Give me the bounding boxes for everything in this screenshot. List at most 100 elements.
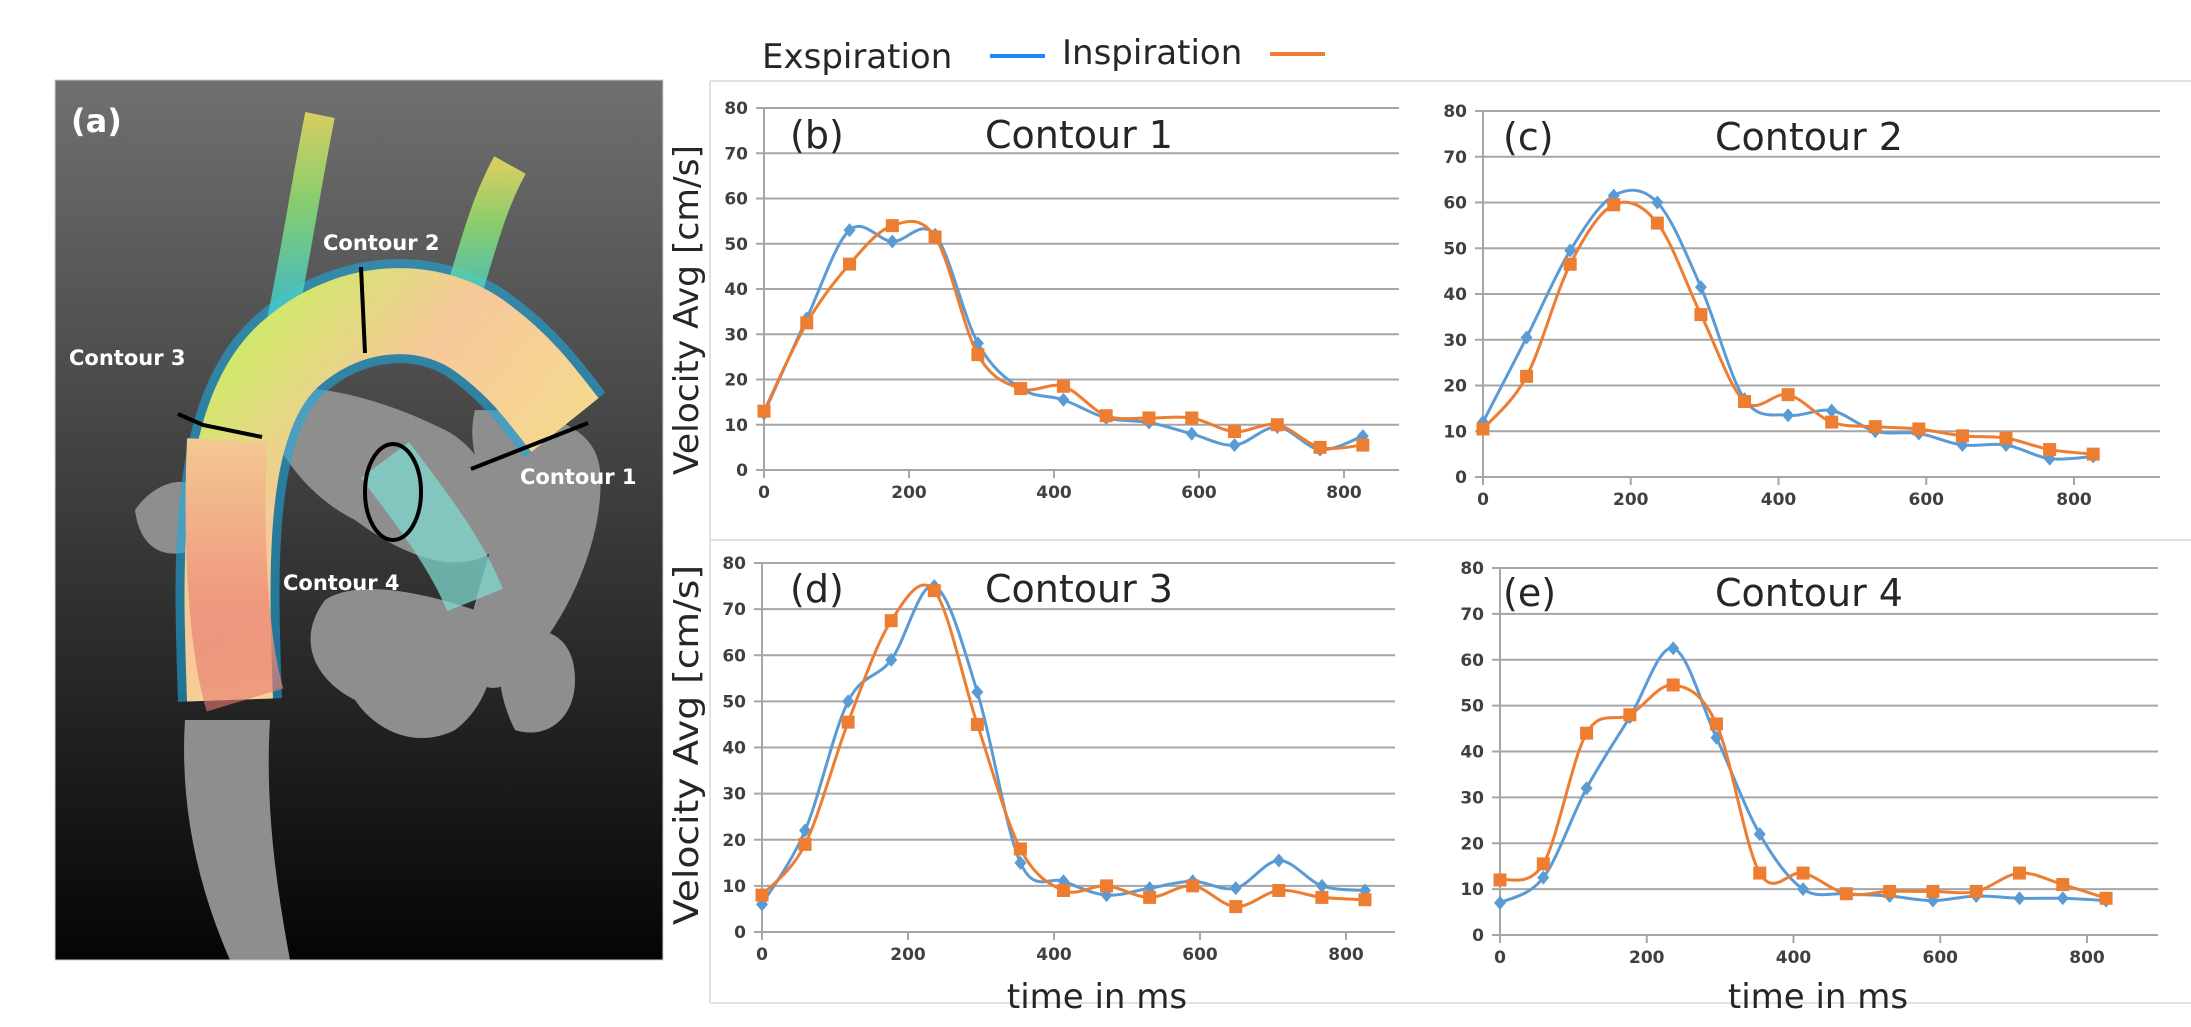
data-point-square (1272, 883, 1286, 897)
x-axis-label: time in ms (1007, 977, 1187, 1017)
data-point-square (1099, 409, 1113, 423)
x-tick-label: 0 (1477, 490, 1489, 510)
data-point-diamond (1315, 878, 1328, 893)
x-tick-label: 0 (1494, 948, 1506, 968)
data-point-diamond (1694, 280, 1707, 295)
data-point-square (971, 348, 985, 362)
data-point-square (1781, 388, 1795, 402)
contour-3-label: Contour 3 (69, 346, 185, 370)
series-exspiration (756, 579, 1371, 912)
y-tick-label: 60 (724, 190, 748, 210)
data-point-square (1185, 411, 1199, 425)
data-point-diamond (1797, 882, 1810, 897)
data-point-square (1358, 893, 1372, 907)
data-point-square (1999, 431, 2013, 445)
data-point-diamond (843, 223, 856, 238)
data-point-square (1143, 890, 1157, 904)
data-point-square (1753, 866, 1767, 880)
x-tick-label: 200 (890, 945, 926, 965)
data-point-diamond (1537, 870, 1550, 885)
data-point-diamond (1667, 641, 1680, 656)
x-tick-label: 600 (1909, 490, 1945, 510)
y-tick-label: 50 (724, 235, 748, 255)
data-point-square (1014, 382, 1028, 396)
y-tick-label: 30 (1443, 331, 1467, 351)
y-axis-label: Velocity Avg [cm/s] (667, 565, 707, 925)
data-point-square (1868, 420, 1882, 434)
x-tick-label: 0 (756, 945, 768, 965)
y-tick-label: 80 (724, 99, 748, 119)
data-point-square (800, 316, 814, 330)
y-tick-label: 60 (1460, 651, 1484, 671)
x-tick-label: 400 (1036, 483, 1072, 503)
data-point-square (1142, 411, 1156, 425)
y-tick-label: 0 (736, 461, 748, 481)
data-point-diamond (1651, 195, 1664, 210)
x-tick-label: 0 (758, 483, 770, 503)
legend: Exspiration Inspiration (762, 33, 1325, 77)
series-inspiration (755, 583, 1372, 914)
x-tick-label: 400 (1761, 490, 1797, 510)
data-point-square (1186, 879, 1200, 893)
data-point-diamond (1494, 895, 1506, 910)
y-tick-label: 70 (1443, 148, 1467, 168)
contour-lines (177, 266, 589, 542)
data-point-square (757, 404, 771, 418)
y-tick-label: 10 (1443, 422, 1467, 442)
panel-label: (e) (1503, 571, 1556, 615)
data-point-diamond (1014, 855, 1027, 870)
y-tick-label: 0 (734, 923, 746, 943)
series-exspiration (1477, 188, 2100, 466)
data-point-diamond (1272, 853, 1285, 868)
data-point-diamond (1825, 403, 1838, 418)
data-point-square (1520, 369, 1534, 383)
data-point-square (1912, 422, 1926, 436)
x-tick-label: 600 (1181, 483, 1217, 503)
chart-title: Contour 1 (985, 113, 1173, 157)
x-tick-label: 400 (1776, 948, 1812, 968)
aorta-render-panel: (a) Contour 2 Contour 3 Contour 1 Contou… (54, 79, 664, 961)
chart-title: Contour 3 (985, 567, 1173, 611)
y-tick-label: 60 (1443, 194, 1467, 214)
data-point-diamond (2013, 891, 2026, 906)
y-tick-label: 70 (722, 600, 746, 620)
contour-1-label: Contour 1 (520, 465, 636, 489)
data-point-square (1666, 678, 1680, 692)
x-tick-label: 800 (2069, 948, 2105, 968)
legend-exspiration-label: Exspiration (762, 37, 952, 77)
series-line-exspiration (760, 584, 1366, 906)
contour-3-line (177, 412, 263, 439)
y-tick-label: 10 (722, 877, 746, 897)
x-tick-label: 800 (1326, 483, 1362, 503)
data-point-square (798, 837, 812, 851)
data-point-square (1013, 842, 1027, 856)
series-line-inspiration (760, 583, 1366, 909)
chart-title: Contour 2 (1715, 115, 1903, 159)
series-line-inspiration (1499, 683, 2107, 900)
y-tick-label: 40 (722, 739, 746, 759)
data-point-diamond (842, 694, 855, 709)
data-point-square (1607, 198, 1621, 212)
x-tick-label: 200 (891, 483, 927, 503)
y-tick-label: 40 (1443, 285, 1467, 305)
series-inspiration (1476, 198, 2100, 461)
contour-4-label: Contour 4 (283, 571, 399, 595)
data-point-square (1623, 708, 1637, 722)
data-point-diamond (885, 652, 898, 667)
panel-a-label: (a) (71, 102, 122, 140)
data-point-diamond (1229, 881, 1242, 896)
data-point-square (2099, 891, 2113, 905)
data-point-square (1738, 395, 1752, 409)
data-point-square (1356, 438, 1370, 452)
chart-title: Contour 4 (1715, 571, 1903, 615)
data-point-diamond (1185, 426, 1198, 441)
data-point-square (2056, 878, 2070, 892)
data-point-diamond (1753, 827, 1766, 842)
y-tick-label: 50 (722, 692, 746, 712)
y-axis-label: Velocity Avg [cm/s] (667, 145, 707, 475)
data-point-square (970, 717, 984, 731)
